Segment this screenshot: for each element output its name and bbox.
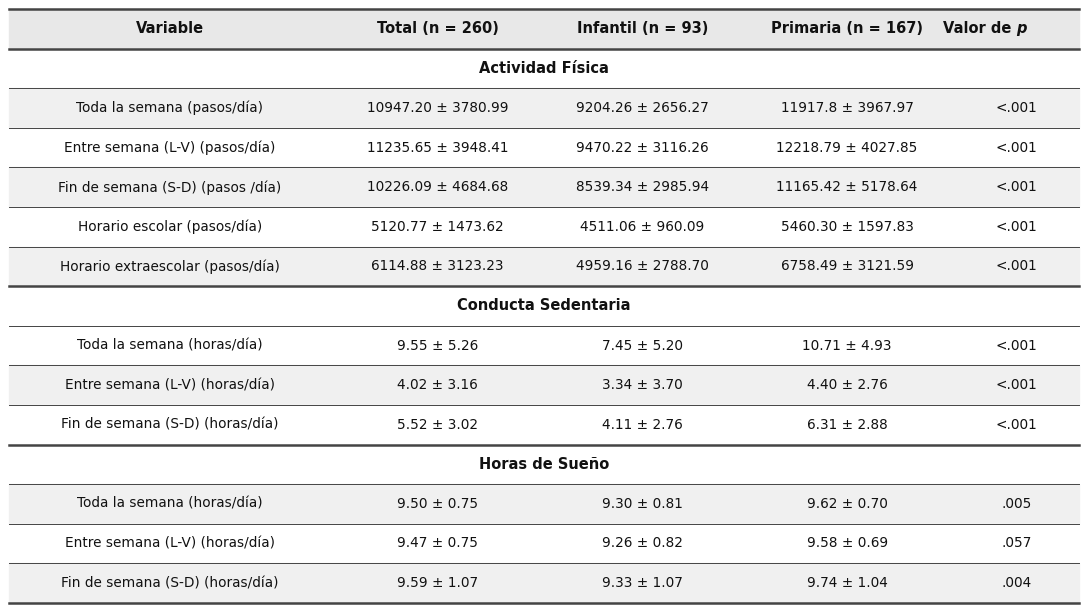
Text: 5460.30 ± 1597.83: 5460.30 ± 1597.83 (781, 220, 914, 234)
Text: 9.74 ± 1.04: 9.74 ± 1.04 (806, 576, 888, 590)
Text: Actividad Física: Actividad Física (479, 61, 609, 76)
Text: 3.34 ± 3.70: 3.34 ± 3.70 (602, 378, 682, 392)
Bar (9, 49, 1079, 88)
Bar (9, 524, 1079, 563)
Text: Entre semana (L-V) (pasos/día): Entre semana (L-V) (pasos/día) (64, 140, 275, 155)
Text: 9.55 ± 5.26: 9.55 ± 5.26 (397, 338, 478, 353)
Text: 9.50 ± 0.75: 9.50 ± 0.75 (397, 497, 478, 511)
Text: Fin de semana (S-D) (horas/día): Fin de semana (S-D) (horas/día) (61, 576, 279, 590)
Text: <.001: <.001 (996, 418, 1037, 431)
Text: Valor de: Valor de (943, 21, 1016, 37)
Text: 4.40 ± 2.76: 4.40 ± 2.76 (807, 378, 888, 392)
Text: .057: .057 (1001, 537, 1031, 550)
Text: 10.71 ± 4.93: 10.71 ± 4.93 (803, 338, 892, 353)
Text: Toda la semana (horas/día): Toda la semana (horas/día) (77, 497, 262, 511)
Text: Variable: Variable (136, 21, 203, 37)
Text: 4.02 ± 3.16: 4.02 ± 3.16 (397, 378, 478, 392)
Text: 9.58 ± 0.69: 9.58 ± 0.69 (806, 537, 888, 550)
Bar (9, 128, 1079, 168)
Text: 4.11 ± 2.76: 4.11 ± 2.76 (602, 418, 682, 431)
Text: 11917.8 ± 3967.97: 11917.8 ± 3967.97 (781, 101, 914, 115)
Text: .004: .004 (1001, 576, 1031, 590)
Text: 9.62 ± 0.70: 9.62 ± 0.70 (806, 497, 888, 511)
Bar (9, 444, 1079, 484)
Text: 6758.49 ± 3121.59: 6758.49 ± 3121.59 (781, 259, 914, 274)
Text: 8539.34 ± 2985.94: 8539.34 ± 2985.94 (576, 181, 709, 194)
Bar (9, 563, 1079, 603)
Text: Horario extraescolar (pasos/día): Horario extraescolar (pasos/día) (60, 259, 280, 274)
Text: Horario escolar (pasos/día): Horario escolar (pasos/día) (77, 220, 262, 234)
Text: Conducta Sedentaria: Conducta Sedentaria (457, 299, 631, 313)
Text: <.001: <.001 (996, 181, 1037, 194)
Text: 10947.20 ± 3780.99: 10947.20 ± 3780.99 (367, 101, 508, 115)
Text: Entre semana (L-V) (horas/día): Entre semana (L-V) (horas/día) (65, 537, 275, 550)
Text: <.001: <.001 (996, 141, 1037, 155)
Text: <.001: <.001 (996, 259, 1037, 274)
Text: 9.30 ± 0.81: 9.30 ± 0.81 (602, 497, 683, 511)
Text: Toda la semana (horas/día): Toda la semana (horas/día) (77, 338, 262, 353)
Text: 11235.65 ± 3948.41: 11235.65 ± 3948.41 (367, 141, 508, 155)
Text: p: p (1016, 21, 1027, 37)
Bar (9, 326, 1079, 365)
Bar (9, 484, 1079, 524)
Bar (9, 207, 1079, 247)
Text: 9.33 ± 1.07: 9.33 ± 1.07 (602, 576, 683, 590)
Text: <.001: <.001 (996, 101, 1037, 115)
Bar (9, 88, 1079, 128)
Text: Fin de semana (S-D) (pasos /día): Fin de semana (S-D) (pasos /día) (59, 180, 282, 195)
Text: Total (n = 260): Total (n = 260) (376, 21, 498, 37)
Bar (9, 168, 1079, 207)
Text: 9.59 ± 1.07: 9.59 ± 1.07 (397, 576, 478, 590)
Text: <.001: <.001 (996, 220, 1037, 234)
Text: <.001: <.001 (996, 338, 1037, 353)
Bar (9, 405, 1079, 444)
Bar (9, 365, 1079, 405)
Text: Toda la semana (pasos/día): Toda la semana (pasos/día) (76, 101, 263, 116)
Text: <.001: <.001 (996, 378, 1037, 392)
Text: 5.52 ± 3.02: 5.52 ± 3.02 (397, 418, 478, 431)
Bar (9, 9, 1079, 49)
Text: 5120.77 ± 1473.62: 5120.77 ± 1473.62 (371, 220, 504, 234)
Text: 9470.22 ± 3116.26: 9470.22 ± 3116.26 (576, 141, 708, 155)
Text: 7.45 ± 5.20: 7.45 ± 5.20 (602, 338, 683, 353)
Bar (9, 247, 1079, 286)
Text: Fin de semana (S-D) (horas/día): Fin de semana (S-D) (horas/día) (61, 418, 279, 431)
Text: 6114.88 ± 3123.23: 6114.88 ± 3123.23 (371, 259, 504, 274)
Text: Infantil (n = 93): Infantil (n = 93) (577, 21, 708, 37)
Text: Entre semana (L-V) (horas/día): Entre semana (L-V) (horas/día) (65, 378, 275, 392)
Text: 10226.09 ± 4684.68: 10226.09 ± 4684.68 (367, 181, 508, 194)
Text: 9.47 ± 0.75: 9.47 ± 0.75 (397, 537, 478, 550)
Text: 9.26 ± 0.82: 9.26 ± 0.82 (602, 537, 683, 550)
Text: 11165.42 ± 5178.64: 11165.42 ± 5178.64 (777, 181, 918, 194)
Text: 4511.06 ± 960.09: 4511.06 ± 960.09 (580, 220, 704, 234)
Text: 6.31 ± 2.88: 6.31 ± 2.88 (807, 418, 888, 431)
Text: 12218.79 ± 4027.85: 12218.79 ± 4027.85 (777, 141, 918, 155)
Text: 4959.16 ± 2788.70: 4959.16 ± 2788.70 (576, 259, 708, 274)
Text: 9204.26 ± 2656.27: 9204.26 ± 2656.27 (576, 101, 708, 115)
Text: Primaria (n = 167): Primaria (n = 167) (771, 21, 923, 37)
Text: .005: .005 (1001, 497, 1031, 511)
Text: Horas de Sueño: Horas de Sueño (479, 457, 609, 472)
Bar (9, 286, 1079, 326)
